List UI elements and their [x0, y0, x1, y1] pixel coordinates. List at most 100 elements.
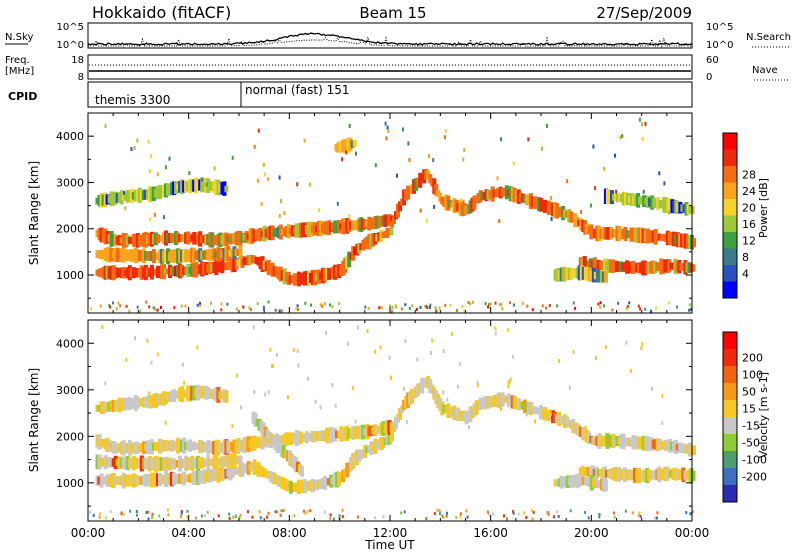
data-cell: [170, 249, 174, 263]
data-cell: [307, 510, 310, 514]
beam-title: Beam 15: [359, 4, 426, 22]
freq-nave-strip: Freq. [MHz] 18 8 60 0 Nave: [5, 54, 790, 83]
data-cell: [654, 516, 657, 520]
data-cell: [541, 146, 543, 151]
data-cell: [152, 306, 155, 310]
power-heatmap: [90, 117, 696, 313]
data-cell: [351, 453, 356, 470]
data-cell: [170, 471, 174, 487]
data-cell: [321, 223, 325, 233]
data-cell: [299, 466, 304, 477]
data-cell: [429, 303, 432, 307]
data-cell: [356, 325, 359, 330]
data-cell: [594, 186, 597, 191]
data-cell: [419, 305, 422, 309]
data-cell: [500, 302, 503, 306]
data-cell: [200, 250, 205, 260]
data-cell: [156, 352, 159, 357]
data-cell: [691, 510, 694, 514]
data-cell: [186, 509, 189, 513]
data-cell: [206, 510, 209, 514]
data-cell: [293, 514, 296, 518]
data-cell: [599, 305, 602, 309]
data-cell: [628, 301, 631, 305]
data-cell: [639, 471, 644, 480]
data-cell: [444, 135, 446, 140]
nave-tick-bottom: 0: [706, 72, 712, 83]
colorbar-swatch: [723, 182, 737, 199]
data-cell: [214, 454, 219, 470]
data-cell: [640, 346, 643, 350]
data-cell: [577, 265, 582, 281]
data-cell: [488, 302, 490, 306]
data-cell: [430, 351, 432, 355]
data-cell: [240, 405, 243, 410]
data-cell: [406, 419, 408, 424]
data-cell: [348, 214, 351, 218]
colorbar-swatch: [723, 248, 737, 265]
data-cell: [200, 177, 205, 193]
data-cell: [425, 517, 428, 521]
data-cell: [95, 197, 100, 205]
data-cell: [603, 304, 605, 308]
data-cell: [119, 304, 122, 308]
data-cell: [134, 336, 136, 341]
data-cell: [256, 302, 259, 305]
colorbar-tick-label: -100: [742, 454, 767, 467]
data-cell: [593, 271, 598, 280]
y-tick-label: 1000: [56, 269, 84, 282]
data-cell: [400, 511, 403, 515]
data-cell: [390, 375, 393, 380]
data-cell: [391, 306, 394, 310]
data-cell: [599, 301, 602, 305]
data-cell: [465, 509, 468, 513]
data-cell: [404, 339, 407, 344]
velocity-colorbar-label: Velocity [m s-1]: [757, 372, 770, 458]
colorbar-swatch: [723, 451, 737, 468]
data-cell: [532, 406, 537, 414]
data-cell: [153, 268, 158, 276]
data-cell: [236, 373, 239, 378]
data-cell: [123, 458, 128, 468]
data-cell: [145, 300, 148, 304]
power-axes: 1000 2000 3000 4000: [56, 113, 693, 313]
data-cell: [568, 385, 571, 390]
data-cell: [136, 138, 139, 143]
data-cell: [332, 517, 335, 521]
data-cell: [210, 301, 212, 305]
data-cell: [625, 340, 628, 345]
data-cell: [228, 512, 231, 516]
data-cell: [95, 434, 100, 448]
data-cell: [552, 515, 555, 519]
data-cell: [434, 306, 437, 310]
data-cell: [230, 442, 235, 451]
data-cell: [442, 390, 445, 395]
data-cell: [289, 453, 294, 467]
data-cell: [184, 180, 189, 193]
data-cell: [153, 442, 158, 451]
data-cell: [577, 424, 582, 437]
data-cell: [279, 513, 282, 517]
data-cell: [356, 515, 359, 519]
data-cell: [280, 309, 283, 313]
data-cell: [139, 235, 144, 246]
data-cell: [503, 514, 505, 518]
data-cell: [476, 383, 479, 388]
colorbar-swatch: [723, 400, 737, 417]
data-cell: [338, 302, 341, 306]
data-cell: [668, 198, 673, 214]
data-cell: [242, 305, 245, 309]
data-cell: [128, 309, 131, 313]
data-cell: [336, 201, 339, 206]
cpid-mode-2: normal (fast) 151: [245, 83, 349, 97]
data-cell: [354, 419, 357, 424]
data-cell: [639, 262, 644, 274]
data-cell: [525, 412, 528, 417]
data-cell: [412, 179, 417, 194]
data-cell: [92, 514, 95, 517]
data-cell: [341, 157, 344, 162]
data-cell: [149, 217, 152, 222]
data-cell: [214, 179, 219, 195]
data-cell: [184, 304, 187, 308]
data-cell: [507, 381, 510, 385]
